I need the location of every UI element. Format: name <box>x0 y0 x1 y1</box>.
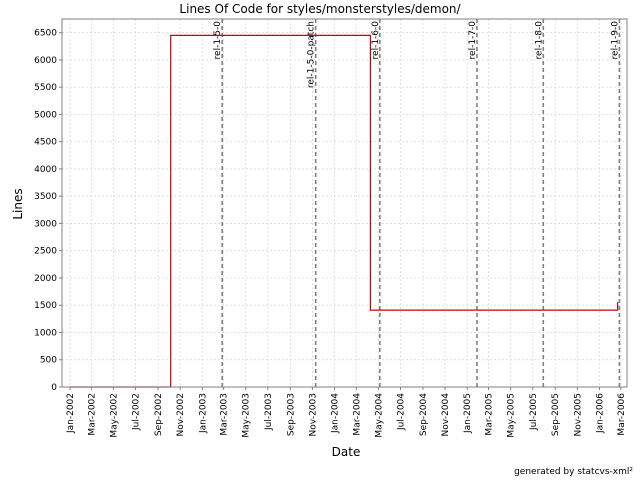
y-tick-label: 5500 <box>34 83 57 93</box>
release-marker-label: rel-1-9-0 <box>610 21 620 60</box>
y-tick-label: 6000 <box>34 56 57 66</box>
chart-title: Lines Of Code for styles/monsterstyles/d… <box>179 2 461 16</box>
x-tick-label: Jul-2003 <box>264 393 274 431</box>
x-tick-label: May-2005 <box>507 393 517 438</box>
y-tick-label: 4000 <box>34 165 57 175</box>
y-tick-label: 3000 <box>34 219 57 229</box>
x-tick-label: Sep-2002 <box>154 393 164 436</box>
y-tick-label: 1500 <box>34 301 57 311</box>
x-tick-label: Nov-2005 <box>573 393 583 436</box>
release-marker-label: rel-1-6-0 <box>371 21 381 60</box>
x-tick-label: Mar-2004 <box>352 393 362 436</box>
x-tick-label: Nov-2003 <box>308 393 318 436</box>
grid <box>62 19 627 388</box>
x-tick-label: Jan-2005 <box>463 393 473 434</box>
plot-area <box>61 18 628 388</box>
release-marker-label: rel-1-5-0-patch <box>307 21 317 88</box>
y-tick-label: 0 <box>51 383 57 393</box>
y-tick-label: 2500 <box>34 247 57 257</box>
y-tick-label: 2000 <box>34 274 57 284</box>
y-tick-label: 1000 <box>34 328 57 338</box>
y-tick-label: 5000 <box>34 110 57 120</box>
x-tick-label: Jul-2004 <box>396 393 406 431</box>
y-tick-label: 4500 <box>34 138 57 148</box>
x-axis-ticks: Jan-2002 Mar-2002 May-2002 Jul-2002 Sep-2002… <box>66 387 627 438</box>
y-axis-title: Lines <box>11 188 25 219</box>
x-tick-label: May-2003 <box>242 393 252 438</box>
x-tick-label: Mar-2002 <box>87 393 97 436</box>
x-tick-label: Mar-2006 <box>617 393 627 436</box>
x-tick-label: Jan-2004 <box>331 393 341 434</box>
x-tick-label: Nov-2002 <box>176 393 186 436</box>
footer-credit: generated by statcvs-xml² <box>514 467 633 477</box>
y-tick-label: 500 <box>40 356 57 366</box>
x-axis-title: Date <box>332 445 361 459</box>
x-tick-label: Jan-2006 <box>595 393 605 434</box>
x-tick-label: Sep-2004 <box>419 393 429 436</box>
x-tick-label: Jul-2005 <box>529 393 539 431</box>
x-tick-label: Sep-2003 <box>286 393 296 436</box>
release-marker-label: rel-1-5-0 <box>213 21 223 60</box>
release-marker-label: rel-1-8-0 <box>534 21 544 60</box>
x-tick-label: Sep-2005 <box>551 393 561 436</box>
release-marker-label: rel-1-7-0 <box>468 21 478 60</box>
y-axis-ticks: 0 500 1000 1500 2000 2500 3000 3500 4000 4500 5000… <box>34 29 62 393</box>
y-tick-label: 3500 <box>34 192 57 202</box>
x-tick-label: Nov-2004 <box>441 393 451 437</box>
y-tick-label: 6500 <box>34 29 57 39</box>
x-tick-label: Mar-2005 <box>485 393 495 436</box>
release-markers: rel-1-5-0 rel-1-5-0-patch rel-1-6-0 rel-1-7… <box>213 19 620 387</box>
x-tick-label: May-2002 <box>109 393 119 438</box>
x-tick-label: Jan-2003 <box>198 393 208 434</box>
x-tick-label: Mar-2003 <box>220 393 230 436</box>
x-tick-label: May-2004 <box>374 393 384 438</box>
x-tick-label: Jan-2002 <box>66 393 76 434</box>
x-tick-label: Jul-2002 <box>132 393 142 431</box>
